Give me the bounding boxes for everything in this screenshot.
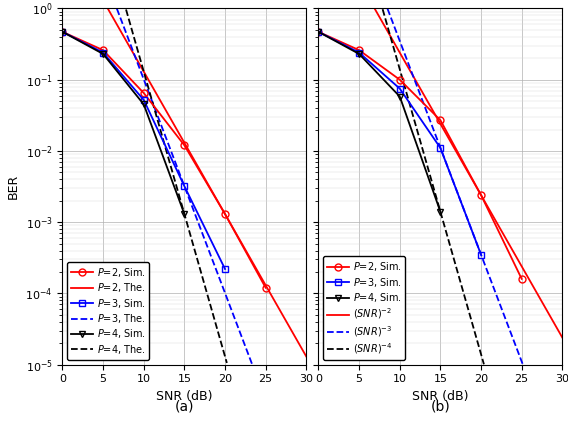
$(SNR)^{-3}$	[397, 41, 404, 46]
Line: $(SNR)^{-4}$: $(SNR)^{-4}$	[383, 9, 484, 364]
$P$=4, Sim.	[181, 212, 188, 217]
$(SNR)^{-4}$	[449, 251, 456, 256]
Line: $P$=2, The.: $P$=2, The.	[108, 9, 306, 357]
$(SNR)^{-2}$	[544, 308, 550, 313]
$P$=2, Sim.	[181, 143, 188, 148]
$P$=4, Sim.	[356, 51, 362, 56]
Line: $(SNR)^{-3}$: $(SNR)^{-3}$	[387, 8, 523, 365]
$P$=4, The.	[190, 243, 197, 248]
Line: $P$=3, Sim.: $P$=3, Sim.	[59, 28, 228, 273]
$(SNR)^{-2}$	[527, 279, 533, 284]
Line: $P$=4, Sim.: $P$=4, Sim.	[315, 28, 444, 215]
$P$=3, Sim.	[181, 184, 188, 189]
$P$=2, The.	[277, 309, 284, 314]
$(SNR)^{-2}$	[472, 183, 479, 188]
$P$=3, Sim.	[437, 145, 444, 151]
Legend: $P$=2, Sim., $P$=2, The., $P$=3, Sim., $P$=3, The., $P$=4, Sim., $P$=4, The.: $P$=2, Sim., $P$=2, The., $P$=3, Sim., $…	[68, 262, 149, 360]
Line: $P$=4, Sim.: $P$=4, Sim.	[59, 28, 188, 218]
$P$=2, The.	[303, 354, 310, 359]
$P$=2, Sim.	[518, 276, 525, 282]
$P$=4, Sim.	[140, 102, 147, 107]
$(SNR)^{-2}$	[506, 241, 512, 246]
$(SNR)^{-3}$	[431, 129, 438, 134]
$(SNR)^{-2}$	[559, 335, 566, 340]
$P$=2, Sim.	[140, 90, 147, 95]
$P$=4, The.	[187, 232, 194, 237]
Text: (b): (b)	[431, 400, 450, 414]
$P$=4, Sim.	[437, 209, 444, 214]
$P$=2, The.	[282, 316, 289, 321]
$P$=2, Sim.	[262, 285, 269, 290]
$P$=3, The.	[114, 6, 120, 11]
Line: $P$=4, The.: $P$=4, The.	[126, 9, 227, 363]
$P$=2, Sim.	[100, 47, 107, 53]
$P$=4, The.	[151, 106, 157, 111]
X-axis label: SNR (dB): SNR (dB)	[156, 390, 212, 403]
Legend: $P$=2, Sim., $P$=3, Sim., $P$=4, Sim., $(SNR)^{-2}$, $(SNR)^{-3}$, $(SNR)^{-4}$: $P$=2, Sim., $P$=3, Sim., $P$=4, Sim., $…	[323, 257, 405, 360]
$P$=2, Sim.	[356, 47, 362, 53]
$(SNR)^{-4}$	[382, 17, 389, 22]
$P$=2, Sim.	[478, 192, 485, 198]
$P$=4, The.	[125, 16, 132, 21]
$P$=2, Sim.	[59, 29, 66, 34]
$P$=4, Sim.	[100, 51, 107, 56]
$(SNR)^{-3}$	[487, 276, 494, 282]
$(SNR)^{-3}$	[431, 128, 437, 133]
$P$=3, Sim.	[315, 29, 322, 34]
$P$=3, Sim.	[356, 50, 362, 55]
$(SNR)^{-3}$	[473, 239, 479, 244]
$(SNR)^{-4}$	[415, 133, 422, 138]
$P$=2, The.	[158, 101, 165, 106]
$(SNR)^{-3}$	[520, 362, 527, 367]
$P$=2, Sim.	[396, 77, 403, 82]
$P$=3, The.	[236, 327, 243, 332]
$(SNR)^{-4}$	[400, 82, 407, 87]
$P$=3, The.	[162, 133, 169, 138]
$P$=3, Sim.	[478, 252, 485, 257]
$(SNR)^{-4}$	[481, 362, 487, 367]
$P$=2, The.	[128, 47, 135, 53]
$P$=2, The.	[143, 74, 150, 79]
$(SNR)^{-4}$	[452, 259, 458, 265]
$P$=2, Sim.	[315, 29, 322, 34]
$P$=3, Sim.	[59, 29, 66, 34]
$P$=2, The.	[145, 77, 152, 82]
$P$=4, The.	[218, 339, 224, 344]
$P$=3, The.	[158, 123, 165, 128]
$(SNR)^{-4}$	[462, 295, 469, 300]
$P$=2, The.	[105, 7, 112, 12]
$P$=3, Sim.	[222, 266, 228, 271]
$P$=4, The.	[222, 354, 228, 359]
$(SNR)^{-2}$	[482, 200, 489, 205]
$(SNR)^{-3}$	[384, 6, 391, 11]
$P$=3, Sim.	[140, 98, 147, 103]
$P$=3, The.	[119, 21, 126, 26]
$P$=4, Sim.	[59, 29, 66, 34]
$P$=4, The.	[123, 7, 130, 12]
$P$=3, The.	[151, 104, 157, 109]
$P$=4, Sim.	[315, 29, 322, 34]
$P$=3, Sim.	[100, 50, 107, 55]
$P$=2, Sim.	[437, 118, 444, 123]
$(SNR)^{-2}$	[446, 137, 453, 142]
Line: $(SNR)^{-2}$: $(SNR)^{-2}$	[375, 9, 562, 338]
$P$=3, Sim.	[396, 86, 403, 91]
$P$=4, Sim.	[396, 94, 403, 99]
Line: $P$=2, Sim.: $P$=2, Sim.	[315, 28, 525, 282]
$P$=2, Sim.	[222, 212, 228, 217]
$(SNR)^{-2}$	[371, 6, 378, 11]
$P$=4, The.	[223, 360, 230, 365]
Line: $P$=3, The.: $P$=3, The.	[117, 8, 252, 364]
$(SNR)^{-3}$	[506, 327, 513, 332]
Line: $P$=2, Sim.: $P$=2, Sim.	[59, 28, 269, 291]
$P$=3, The.	[131, 51, 137, 56]
$P$=3, The.	[249, 361, 256, 366]
Y-axis label: BER: BER	[7, 174, 20, 199]
Text: (a): (a)	[174, 400, 194, 414]
Line: $P$=3, Sim.: $P$=3, Sim.	[315, 28, 485, 258]
$(SNR)^{-4}$	[379, 7, 386, 12]
X-axis label: SNR (dB): SNR (dB)	[412, 390, 469, 403]
